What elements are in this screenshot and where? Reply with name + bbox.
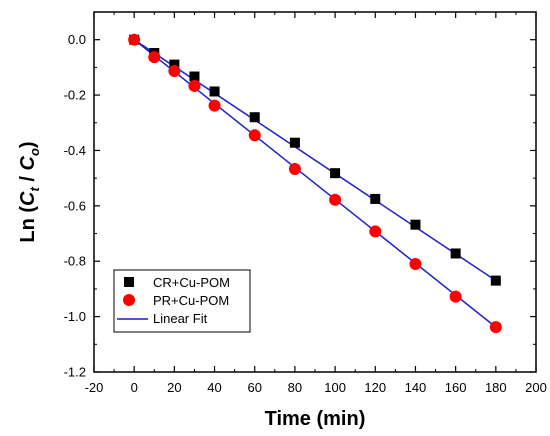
y-tick-label: -1.2 bbox=[64, 365, 86, 380]
y-title-sep: / bbox=[17, 170, 39, 187]
x-tick-label: 80 bbox=[288, 380, 302, 395]
point-cr bbox=[249, 112, 260, 123]
legend-marker-cr bbox=[124, 277, 134, 287]
legend-label-cr: CR+Cu-POM bbox=[153, 275, 230, 290]
point-pr bbox=[369, 225, 382, 238]
y-title-num-sub: t bbox=[27, 186, 42, 191]
point-cr bbox=[450, 248, 461, 259]
point-cr bbox=[209, 86, 220, 97]
y-axis-title: Ln (Ct / Co) bbox=[17, 141, 42, 242]
y-tick-label: -1.0 bbox=[64, 309, 86, 324]
y-title-den-sub: o bbox=[27, 148, 42, 156]
x-tick-label: 200 bbox=[525, 380, 547, 395]
y-tick-label: -0.2 bbox=[64, 88, 86, 103]
point-cr bbox=[330, 168, 341, 179]
y-tick-label: 0.0 bbox=[68, 32, 86, 47]
x-tick-label: 140 bbox=[405, 380, 427, 395]
x-tick-label: 120 bbox=[364, 380, 386, 395]
x-tick-label: 160 bbox=[445, 380, 467, 395]
point-cr bbox=[370, 193, 381, 204]
y-title-prefix: Ln ( bbox=[17, 206, 39, 243]
legend: CR+Cu-POM PR+Cu-POM Linear Fit bbox=[113, 269, 251, 333]
legend-box bbox=[113, 269, 251, 333]
point-pr bbox=[188, 79, 201, 92]
point-pr bbox=[288, 163, 301, 176]
fit-line-0 bbox=[133, 39, 497, 282]
x-tick-label: 40 bbox=[207, 380, 221, 395]
x-tick-label: 60 bbox=[247, 380, 261, 395]
point-pr bbox=[329, 193, 342, 206]
data-markers bbox=[128, 33, 502, 334]
x-axis-title: Time (min) bbox=[265, 408, 366, 430]
point-cr bbox=[289, 137, 300, 148]
y-tick-label: -0.6 bbox=[64, 198, 86, 213]
point-pr bbox=[449, 290, 462, 303]
point-cr bbox=[189, 71, 200, 82]
x-tick-label: 180 bbox=[485, 380, 507, 395]
point-pr bbox=[489, 321, 502, 334]
point-pr bbox=[128, 33, 141, 46]
y-title-suffix: ) bbox=[17, 141, 39, 148]
point-cr bbox=[490, 275, 501, 286]
y-tick-label: -0.4 bbox=[64, 143, 86, 158]
y-tick-label: -0.8 bbox=[64, 254, 86, 269]
legend-label-pr: PR+Cu-POM bbox=[153, 293, 229, 308]
y-title-den: C bbox=[17, 155, 39, 170]
y-title-num: C bbox=[17, 191, 39, 206]
point-pr bbox=[148, 51, 161, 64]
point-pr bbox=[208, 99, 221, 112]
point-cr bbox=[410, 219, 421, 230]
y-axis: 0.0 -0.2 -0.4 -0.6 -0.8 -1.0 -1.2 bbox=[64, 32, 536, 380]
x-tick-label: -20 bbox=[85, 380, 104, 395]
point-pr bbox=[168, 64, 181, 77]
point-pr bbox=[409, 258, 422, 270]
x-axis: -20 0 20 40 60 80 100 120 140 160 180 200 bbox=[85, 12, 547, 395]
x-tick-label: 0 bbox=[131, 380, 138, 395]
legend-marker-pr bbox=[123, 294, 135, 306]
x-tick-label: 20 bbox=[167, 380, 181, 395]
point-pr bbox=[248, 129, 261, 142]
x-tick-label: 100 bbox=[324, 380, 346, 395]
legend-label-fit: Linear Fit bbox=[153, 311, 208, 326]
point-cr bbox=[169, 59, 180, 70]
